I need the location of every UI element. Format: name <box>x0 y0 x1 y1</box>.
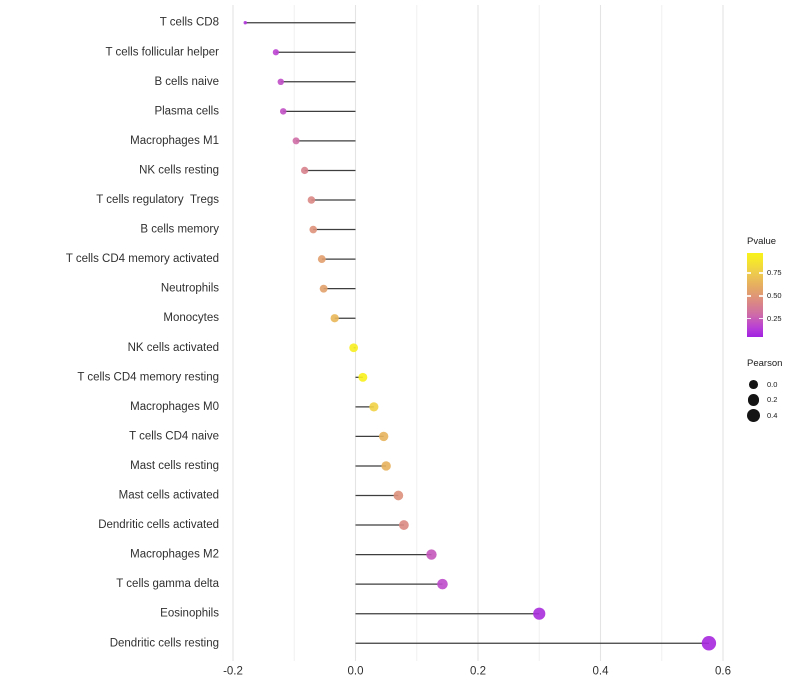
data-point <box>300 166 309 175</box>
pearson-legend-item: 0.0 <box>745 377 777 392</box>
data-point <box>393 490 404 501</box>
y-axis-label: T cells CD4 memory resting <box>77 371 219 383</box>
y-axis-label: Mast cells resting <box>130 460 219 472</box>
x-axis-tick-label: 0.6 <box>715 666 731 678</box>
y-axis-label: Neutrophils <box>161 283 219 295</box>
data-point <box>292 137 300 145</box>
data-point <box>243 21 247 25</box>
x-axis-tick-label: 0.0 <box>348 666 364 678</box>
y-axis-label: B cells memory <box>140 224 219 236</box>
pvalue-legend: Pvalue 0.75 0.50 0.25 <box>740 236 800 436</box>
pearson-legend-title: Pearson <box>747 358 783 369</box>
pvalue-legend-title: Pvalue <box>747 236 777 247</box>
y-axis-label: T cells CD4 memory activated <box>66 253 219 265</box>
y-axis-label: NK cells resting <box>139 164 219 176</box>
y-axis-label: Dendritic cells resting <box>110 637 219 649</box>
colorbar-tick <box>747 272 751 274</box>
data-point <box>330 314 339 323</box>
y-axis-label: Monocytes <box>163 312 219 324</box>
data-point <box>317 255 326 264</box>
colorbar-tick <box>758 318 763 320</box>
data-point <box>358 372 368 382</box>
y-axis-label: T cells follicular helper <box>105 46 219 58</box>
data-point <box>437 578 448 590</box>
x-axis-tick-label: -0.2 <box>223 666 243 678</box>
data-point <box>349 343 359 353</box>
pearson-legend: Pearson 0.0 0.2 0.4 <box>740 358 800 428</box>
y-axis-label: Macrophages M1 <box>130 135 219 147</box>
colorbar-tick <box>747 295 751 297</box>
y-axis-label: Macrophages M0 <box>130 401 219 413</box>
colorbar-tick <box>747 318 751 320</box>
data-point <box>533 607 546 620</box>
pearson-legend-item: 0.4 <box>745 408 777 423</box>
pearson-legend-label: 0.2 <box>767 395 778 405</box>
pearson-legend-dot <box>747 394 760 406</box>
y-axis-label: NK cells activated <box>128 342 219 354</box>
data-point <box>378 431 389 442</box>
x-axis-tick-label: 0.2 <box>470 666 486 678</box>
y-axis-label: Mast cells activated <box>119 490 219 502</box>
data-point <box>381 461 391 471</box>
pvalue-colorbar <box>747 253 763 337</box>
colorbar-tick <box>758 272 763 274</box>
y-axis-label: B cells naive <box>154 76 219 88</box>
data-point <box>309 225 318 234</box>
y-axis-label: T cells regulatory Tregs <box>96 194 219 206</box>
data-point <box>701 636 717 651</box>
data-point <box>369 402 379 412</box>
pearson-legend-dot <box>746 408 760 422</box>
pearson-legend-item: 0.2 <box>745 392 777 407</box>
data-point <box>279 108 287 115</box>
pearson-legend-label: 0.0 <box>767 380 778 390</box>
colorbar-tick-label: 0.50 <box>767 290 782 300</box>
colorbar-tick <box>758 295 763 297</box>
pearson-legend-dot-cell <box>745 394 762 406</box>
pearson-legend-label: 0.4 <box>767 410 778 420</box>
pearson-legend-dot-cell <box>745 408 762 422</box>
pearson-legend-dot-cell <box>745 380 762 390</box>
y-axis-label: Plasma cells <box>154 105 219 117</box>
pearson-legend-items: 0.0 0.2 0.4 <box>745 377 777 423</box>
data-point <box>319 284 328 293</box>
x-axis-tick-label: 0.4 <box>593 666 610 678</box>
data-point <box>398 520 409 530</box>
pearson-legend-dot <box>749 380 758 390</box>
colorbar-tick-label: 0.75 <box>767 268 782 278</box>
data-point <box>277 78 284 86</box>
data-point <box>272 49 279 56</box>
data-point <box>426 549 437 560</box>
y-axis-label: Dendritic cells activated <box>98 519 219 531</box>
y-axis-label: Macrophages M2 <box>130 549 219 561</box>
y-axis-label: T cells CD8 <box>160 17 219 29</box>
y-axis-label: T cells gamma delta <box>116 578 219 590</box>
colorbar-tick-label: 0.25 <box>767 313 782 323</box>
y-axis-label: Eosinophils <box>160 608 219 620</box>
data-point <box>307 196 316 204</box>
y-axis-label: T cells CD4 naive <box>129 430 219 442</box>
